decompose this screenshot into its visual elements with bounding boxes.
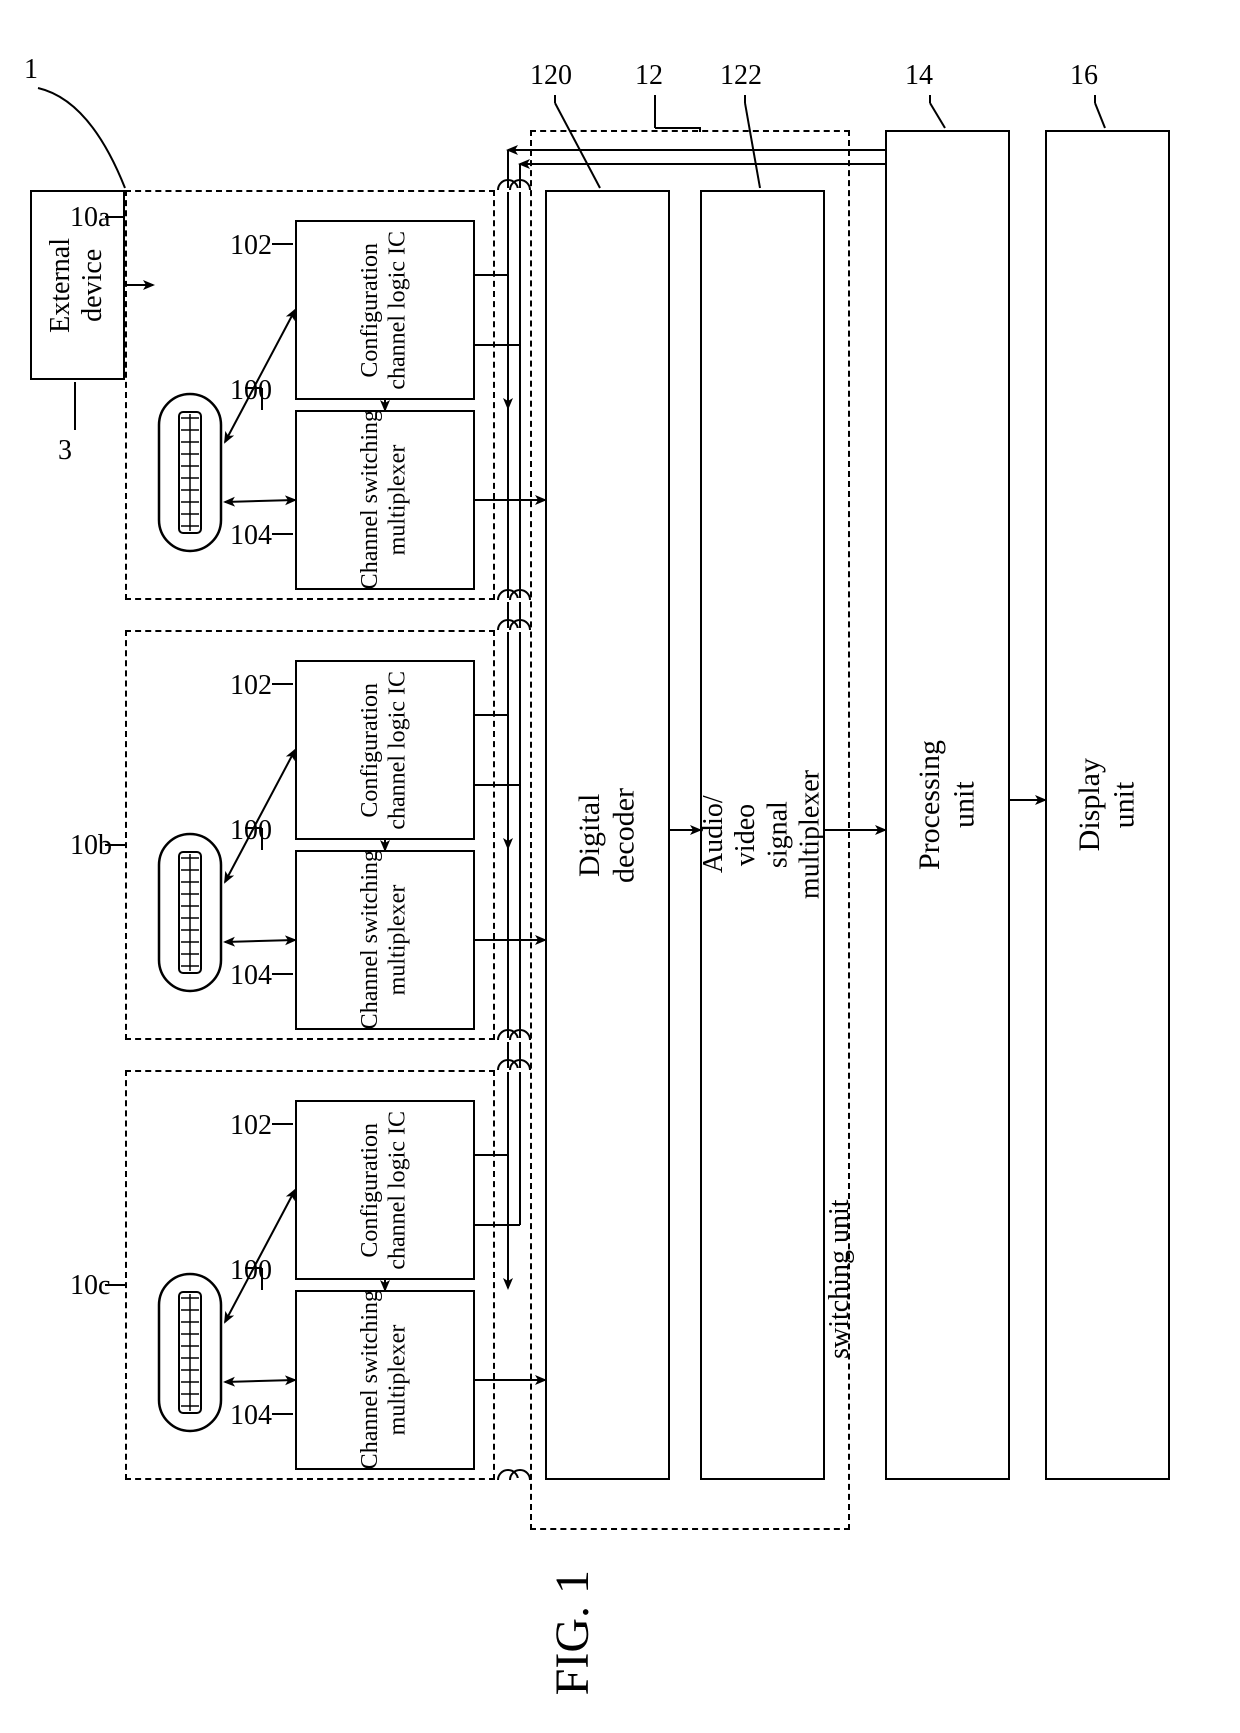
ref-100: 100 bbox=[230, 375, 272, 407]
channel-switch-mux: Channel switching multiplexer bbox=[295, 410, 475, 590]
ref-120: 120 bbox=[530, 60, 572, 92]
figure-caption: FIG. 1 bbox=[545, 1570, 600, 1707]
ref-14: 14 bbox=[905, 60, 933, 92]
channel-switch-mux: Channel switching multiplexer bbox=[295, 850, 475, 1030]
connector-icon bbox=[155, 1270, 225, 1435]
ref-102: 102 bbox=[230, 1110, 272, 1142]
ref-104: 104 bbox=[230, 520, 272, 552]
connector-icon bbox=[155, 830, 225, 995]
connector-icon bbox=[155, 390, 225, 555]
ref-102: 102 bbox=[230, 230, 272, 262]
digital-decoder: Digital decoder bbox=[545, 190, 670, 1480]
ref-interface-c: 10c bbox=[70, 1270, 110, 1302]
ref-104: 104 bbox=[230, 1400, 272, 1432]
ref-100: 100 bbox=[230, 815, 272, 847]
ref-122: 122 bbox=[720, 60, 762, 92]
cfg-channel-ic: Configuration channel logic IC bbox=[295, 220, 475, 400]
cfg-channel-ic: Configuration channel logic IC bbox=[295, 660, 475, 840]
processing-unit: Processing unit bbox=[885, 130, 1010, 1480]
av-multiplexer: Audio/ video signal multiplexer bbox=[700, 190, 825, 1480]
cfg-channel-ic: Configuration channel logic IC bbox=[295, 1100, 475, 1280]
ref-12: 12 bbox=[635, 60, 663, 92]
ref-interface-a: 10a bbox=[70, 202, 110, 234]
display-unit: Display unit bbox=[1045, 130, 1170, 1480]
ref-104: 104 bbox=[230, 960, 272, 992]
ref-external: 3 bbox=[58, 435, 72, 467]
ref-interface-b: 10b bbox=[70, 830, 112, 862]
ref-102: 102 bbox=[230, 670, 272, 702]
ref-16: 16 bbox=[1070, 60, 1098, 92]
ref-system-lead bbox=[30, 80, 150, 200]
channel-switch-mux: Channel switching multiplexer bbox=[295, 1290, 475, 1470]
ref-100: 100 bbox=[230, 1255, 272, 1287]
